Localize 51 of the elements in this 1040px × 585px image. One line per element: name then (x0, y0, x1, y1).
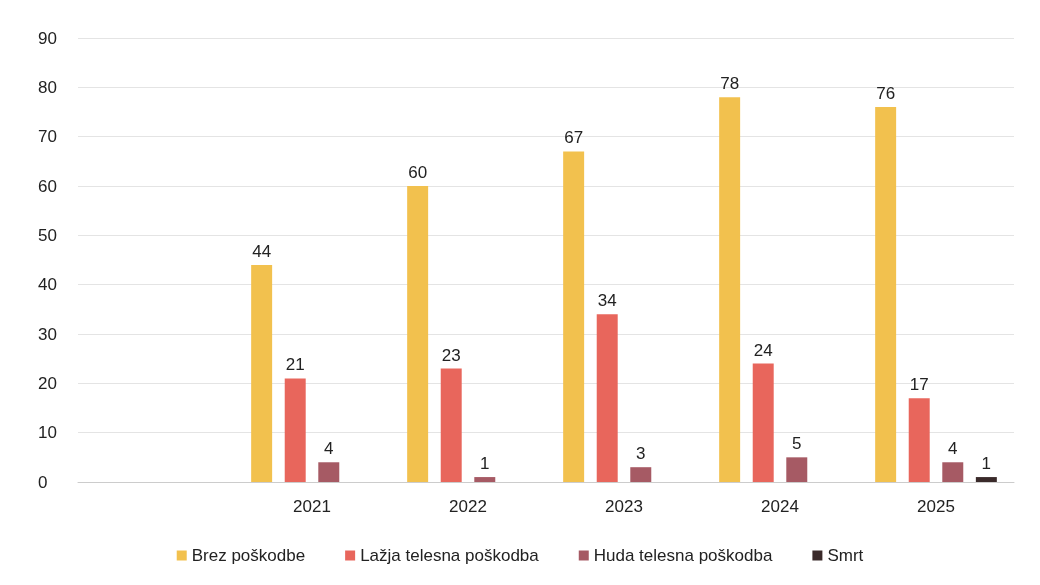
y-tick-label: 0 (38, 472, 48, 492)
legend-label: Brez poškodbe (191, 546, 306, 565)
bar (474, 477, 496, 482)
bar (875, 107, 897, 482)
data-label: 3 (636, 444, 646, 464)
y-tick-label: 60 (38, 176, 57, 196)
legend-label: Lažja telesna poškodba (360, 546, 540, 565)
data-label: 60 (408, 163, 428, 182)
bar (596, 314, 618, 482)
y-tick-label: 80 (38, 77, 57, 97)
bar (975, 477, 997, 482)
data-label: 21 (285, 355, 305, 375)
data-label: 5 (792, 434, 802, 454)
data-label: 1 (981, 454, 992, 474)
y-tick-label: 50 (38, 225, 57, 245)
data-label: 4 (948, 439, 958, 459)
bar (908, 398, 930, 482)
legend-label: Smrt (827, 546, 864, 565)
data-label: 24 (753, 340, 773, 360)
data-label: 44 (252, 241, 272, 261)
bar (563, 151, 585, 482)
x-tick-label: 2025 (917, 497, 955, 516)
data-label: 67 (564, 128, 584, 148)
data-label: 34 (597, 291, 617, 311)
y-tick-label: 30 (38, 324, 57, 344)
data-label: 17 (909, 375, 929, 395)
bar (786, 457, 808, 482)
bar (440, 368, 462, 482)
y-tick-label: 20 (38, 373, 57, 393)
x-tick-label: 2022 (449, 497, 487, 516)
x-tick-label: 2024 (761, 497, 799, 516)
data-label: 4 (324, 439, 334, 459)
bar (630, 467, 652, 482)
bar (251, 264, 273, 482)
x-tick-label: 2021 (293, 497, 331, 516)
bar (942, 462, 964, 482)
bar (719, 97, 741, 482)
legend-label: Huda telesna poškodba (593, 546, 773, 565)
data-label: 76 (876, 84, 896, 104)
bar (284, 378, 306, 482)
x-tick-label: 2023 (605, 497, 643, 516)
data-label: 78 (720, 74, 740, 94)
bar (752, 363, 774, 482)
y-tick-label: 70 (38, 127, 57, 147)
data-label: 23 (441, 345, 461, 365)
bar (318, 462, 340, 482)
y-tick-label: 40 (38, 275, 57, 295)
bar (407, 186, 429, 482)
data-label: 1 (480, 454, 490, 474)
y-tick-label: 90 (38, 28, 57, 48)
y-tick-label: 10 (38, 423, 57, 443)
